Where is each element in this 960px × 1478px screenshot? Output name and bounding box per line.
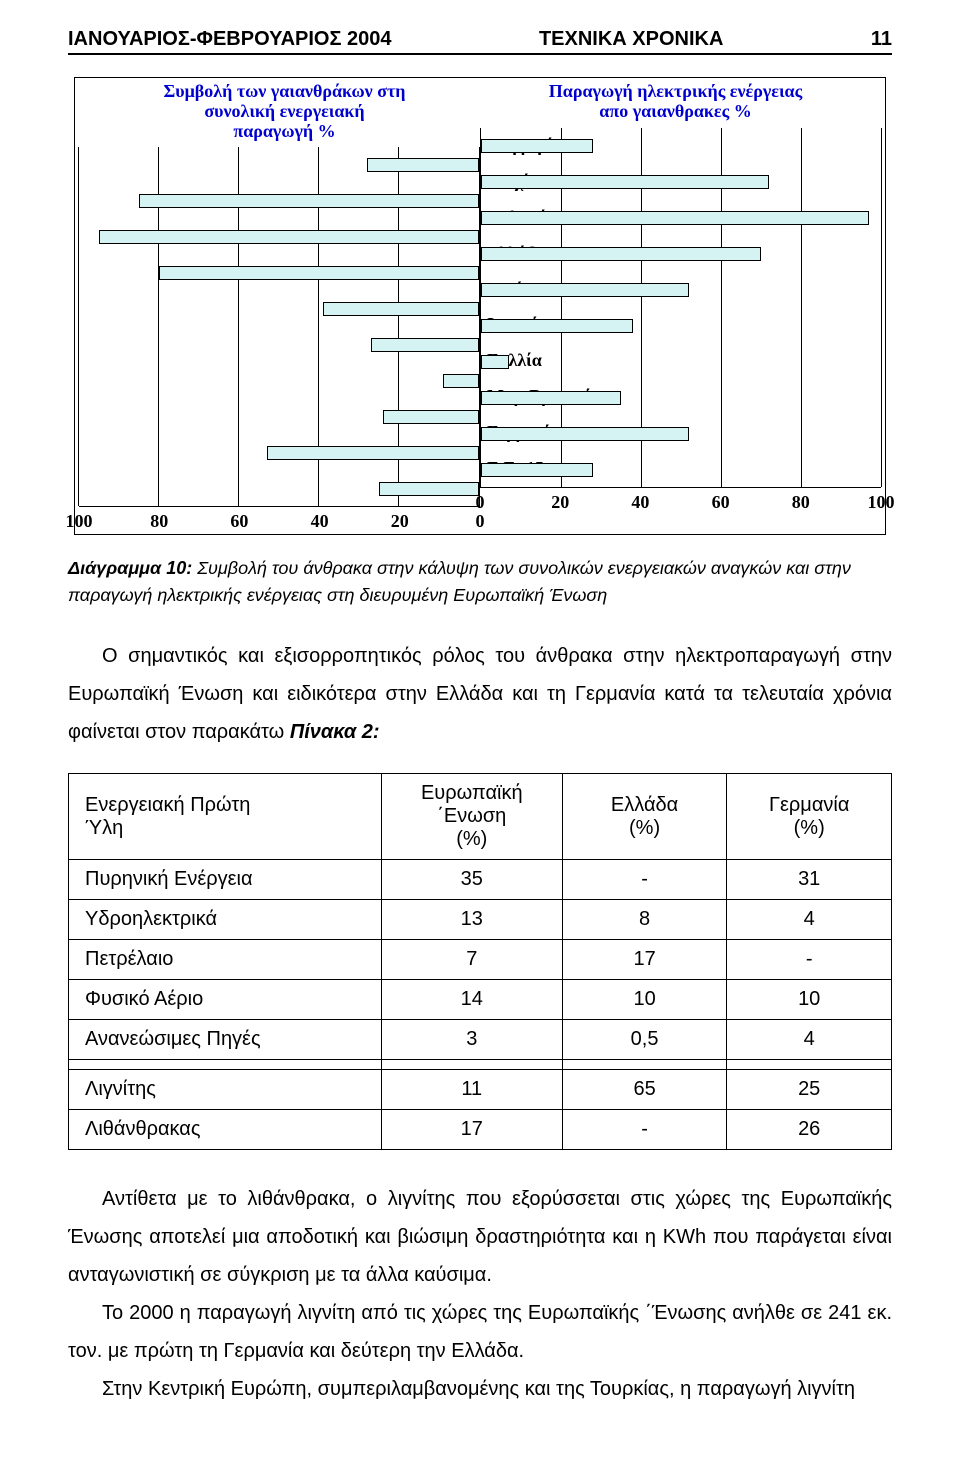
chart-right-bar <box>481 355 881 369</box>
table-row: Λιθάνθρακας17-26 <box>69 1110 892 1150</box>
chart-left-bar <box>79 374 479 388</box>
table-row: Ανανεώσιμες Πηγές30,54 <box>69 1020 892 1060</box>
table-cell: 8 <box>562 900 727 940</box>
table-cell: 17 <box>562 940 727 980</box>
chart-right-bar <box>481 391 881 405</box>
chart-left-bar <box>79 302 479 316</box>
chart-right-bar <box>481 139 881 153</box>
intro-paragraph: Ο σημαντικός και εξισορροπητικός ρόλος τ… <box>68 637 892 751</box>
figure-caption: Διάγραμμα 10: Συμβολή του άνθρακα στην κ… <box>68 555 892 609</box>
table-cell: 31 <box>727 860 892 900</box>
chart-right-x-ticks: 020406080100 <box>480 492 881 513</box>
chart-right-panel: Παραγωγή ηλεκτρικής ενέργειας απο γαιανθ… <box>480 82 881 532</box>
table-cell: Ανανεώσιμες Πηγές <box>69 1020 382 1060</box>
running-header: ΙΑΝΟΥΑΡΙΟΣ-ΦΕΒΡΟΥΑΡΙΟΣ 2004 ΤΕΧΝΙΚΑ ΧΡΟΝ… <box>68 28 892 55</box>
table-row: Πυρηνική Ενέργεια35-31 <box>69 860 892 900</box>
energy-table: Ενεργειακή ΠρώτηΎληΕυρωπαϊκή ΄Ενωση(%)Ελ… <box>68 773 892 1150</box>
chart-left-bar <box>79 194 479 208</box>
paragraph-2: Αντίθετα με το λιθάνθρακα, ο λιγνίτης πο… <box>68 1180 892 1294</box>
table-cell: 10 <box>562 980 727 1020</box>
chart-left-bar <box>79 410 479 424</box>
table-cell: Λιγνίτης <box>69 1070 382 1110</box>
page: ΙΑΝΟΥΑΡΙΟΣ-ΦΕΒΡΟΥΑΡΙΟΣ 2004 ΤΕΧΝΙΚΑ ΧΡΟΝ… <box>0 0 960 1448</box>
chart-left-plotarea <box>79 147 480 507</box>
chart-left-bar <box>79 338 479 352</box>
table-cell: 65 <box>562 1070 727 1110</box>
table-cell: Λιθάνθρακας <box>69 1110 382 1150</box>
chart-left-x-ticks: 100806040200 <box>79 511 480 532</box>
table-cell: 10 <box>727 980 892 1020</box>
table-cell: 11 <box>381 1070 562 1110</box>
figure-frame: Συμβολή των γαιανθράκων στη συνολική ενε… <box>74 77 886 535</box>
table-header-cell: Ενεργειακή ΠρώτηΎλη <box>69 774 382 860</box>
intro-table-ref: Πίνακα 2: <box>290 721 380 743</box>
table-cell: - <box>562 860 727 900</box>
paragraph-3: Το 2000 η παραγωγή λιγνίτη από τις χώρες… <box>68 1294 892 1370</box>
header-title: ΤΕΧΝΙΚΑ ΧΡΟΝΙΚΑ <box>392 28 871 51</box>
table-cell: 4 <box>727 900 892 940</box>
chart-left-title: Συμβολή των γαιανθράκων στη συνολική ενε… <box>79 82 480 141</box>
header-date: ΙΑΝΟΥΑΡΙΟΣ-ΦΕΒΡΟΥΑΡΙΟΣ 2004 <box>68 28 392 51</box>
table-cell: 0,5 <box>562 1020 727 1060</box>
chart-right-bar <box>481 211 881 225</box>
table-cell: - <box>562 1110 727 1150</box>
table-header-cell: Γερμανία(%) <box>727 774 892 860</box>
table-cell: Πετρέλαιο <box>69 940 382 980</box>
table-cell: Φυσικό Αέριο <box>69 980 382 1020</box>
chart-right-title: Παραγωγή ηλεκτρικής ενέργειας απο γαιανθ… <box>480 82 881 122</box>
chart-inner: Συμβολή των γαιανθράκων στη συνολική ενε… <box>79 82 881 532</box>
table-cell: 25 <box>727 1070 892 1110</box>
paragraph-4: Στην Κεντρική Ευρώπη, συμπεριλαμβανομένη… <box>68 1370 892 1408</box>
table-cell: 35 <box>381 860 562 900</box>
header-pagenum: 11 <box>871 28 892 51</box>
chart-right-bar <box>481 427 881 441</box>
table-cell: 4 <box>727 1020 892 1060</box>
chart-right-bar <box>481 463 881 477</box>
table-row: Πετρέλαιο717- <box>69 940 892 980</box>
chart-right-bar <box>481 175 881 189</box>
chart-left-bar <box>79 266 479 280</box>
table-cell: - <box>727 940 892 980</box>
table-cell: Πυρηνική Ενέργεια <box>69 860 382 900</box>
table-header-cell: Ευρωπαϊκή ΄Ενωση(%) <box>381 774 562 860</box>
table-row: Λιγνίτης116525 <box>69 1070 892 1110</box>
table-cell: 13 <box>381 900 562 940</box>
table-cell: 17 <box>381 1110 562 1150</box>
table-cell: 7 <box>381 940 562 980</box>
chart-left-bar <box>79 158 479 172</box>
chart-right-bar <box>481 247 881 261</box>
table-row: Υδροηλεκτρικά1384 <box>69 900 892 940</box>
chart-right-bar <box>481 283 881 297</box>
table-header-row: Ενεργειακή ΠρώτηΎληΕυρωπαϊκή ΄Ενωση(%)Ελ… <box>69 774 892 860</box>
chart-left-bar <box>79 446 479 460</box>
caption-lead: Διάγραμμα 10: <box>68 558 192 578</box>
chart-right-bar <box>481 319 881 333</box>
table-cell: Υδροηλεκτρικά <box>69 900 382 940</box>
chart-left-panel: Συμβολή των γαιανθράκων στη συνολική ενε… <box>79 82 480 532</box>
table-row: Φυσικό Αέριο141010 <box>69 980 892 1020</box>
table-header-cell: Ελλάδα(%) <box>562 774 727 860</box>
table-gap-row <box>69 1060 892 1070</box>
chart-left-bar <box>79 230 479 244</box>
chart-left-bar <box>79 482 479 496</box>
intro-text: Ο σημαντικός και εξισορροπητικός ρόλος τ… <box>68 645 892 743</box>
table-cell: 3 <box>381 1020 562 1060</box>
table-cell: 26 <box>727 1110 892 1150</box>
chart-right-plotarea: ΟυγγαρίαΤσεχίαΠολωνίαΕλλάδαΔανίαΙσπανίαΓ… <box>480 128 881 488</box>
table-cell: 14 <box>381 980 562 1020</box>
